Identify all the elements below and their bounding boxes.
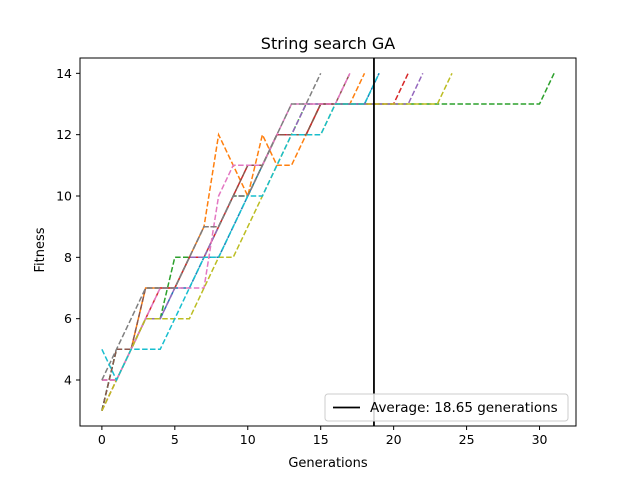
y-tick-label: 10 <box>56 189 72 204</box>
x-axis-ticks: 0 5 10 15 20 25 30 <box>98 426 548 447</box>
y-tick-label: 8 <box>64 250 72 265</box>
chart-title: String search GA <box>261 34 395 53</box>
y-tick-label: 14 <box>56 66 72 81</box>
series-line-7 <box>101 72 351 381</box>
x-tick-label: 5 <box>171 432 179 447</box>
y-axis-label: Fitness <box>33 227 48 272</box>
x-tick-label: 10 <box>240 432 256 447</box>
y-tick-label: 12 <box>56 127 72 142</box>
y-tick-label: 6 <box>64 311 72 326</box>
x-axis-label: Generations <box>288 456 368 471</box>
y-axis-ticks: 4 6 8 10 12 14 <box>56 66 80 388</box>
plot-area <box>79 57 577 427</box>
series-line-9 <box>101 72 453 412</box>
x-tick-label: 30 <box>532 432 548 447</box>
axes-frame <box>79 57 577 427</box>
x-tick-label: 0 <box>98 432 106 447</box>
series-line-10 <box>101 72 380 382</box>
series-group <box>101 72 555 412</box>
x-tick-label: 15 <box>313 432 329 447</box>
series-line-8 <box>101 72 322 381</box>
x-tick-label: 25 <box>459 432 475 447</box>
legend-box <box>324 393 569 422</box>
legend-entry: Average: 18.65 generations <box>370 400 558 416</box>
y-tick-label: 4 <box>64 373 72 388</box>
x-tick-label: 20 <box>386 432 402 447</box>
legend: Average: 18.65 generations <box>324 393 569 422</box>
